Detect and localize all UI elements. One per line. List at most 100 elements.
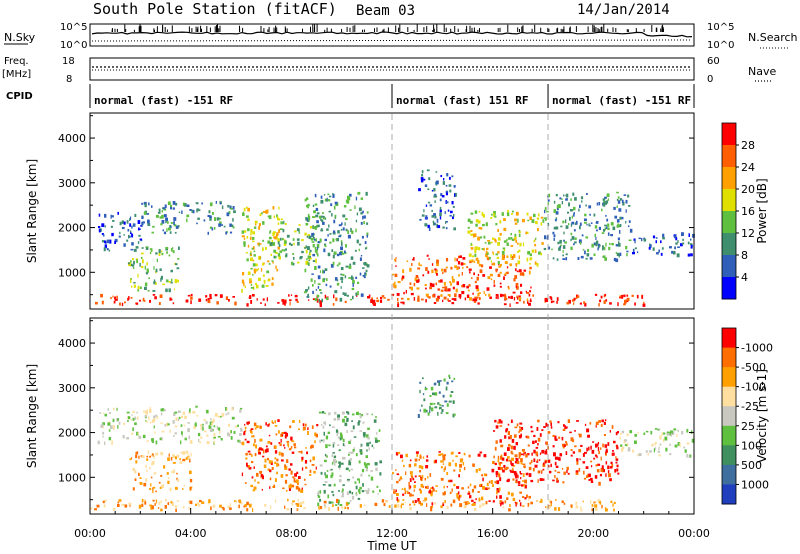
echo-cell (160, 451, 164, 456)
echo-cell (324, 294, 327, 299)
echo-cell (442, 463, 445, 465)
echo-cell (247, 465, 249, 468)
echo-cell (654, 442, 656, 446)
echo-cell (241, 279, 245, 284)
echo-cell (510, 295, 513, 299)
echo-cell (262, 221, 265, 225)
echo-cell (434, 502, 437, 505)
echo-cell (267, 279, 270, 282)
echo-cell (178, 410, 181, 413)
echo-cell (576, 461, 579, 465)
echo-cell (429, 473, 432, 477)
echo-cell (387, 298, 390, 301)
echo-cell (164, 505, 167, 509)
echo-cell (326, 435, 328, 438)
echo-cell (565, 257, 568, 261)
echo-cell (655, 240, 657, 244)
echo-cell (278, 430, 280, 434)
echo-cell (448, 184, 452, 187)
echo-cell (550, 500, 553, 504)
echo-cell (519, 499, 521, 502)
echo-cell (568, 202, 570, 207)
echo-cell (676, 253, 680, 258)
echo-cell (436, 180, 439, 185)
echo-cell (324, 459, 327, 463)
echo-cell (335, 429, 338, 433)
echo-cell (452, 216, 454, 220)
echo-cell (332, 443, 335, 448)
echo-cell (346, 411, 349, 414)
echo-cell (346, 417, 349, 422)
echo-cell (372, 490, 375, 493)
echo-cell (573, 229, 576, 232)
echo-cell (365, 455, 368, 458)
echo-cell (167, 457, 170, 461)
echo-cell (332, 442, 336, 445)
echo-cell (575, 505, 579, 509)
echo-cell (245, 457, 248, 460)
echo-cell (427, 412, 430, 416)
echo-cell (516, 295, 518, 299)
echo-cell (477, 260, 480, 263)
echo-cell (247, 244, 250, 248)
echo-cell (613, 440, 616, 444)
echo-cell (620, 432, 622, 435)
echo-cell (440, 453, 444, 456)
echo-cell (394, 284, 397, 289)
echo-cell (518, 454, 521, 459)
echo-cell (584, 451, 587, 454)
echo-cell (505, 428, 509, 431)
echo-cell (362, 267, 365, 269)
echo-cell (467, 289, 470, 292)
echo-cell (513, 238, 516, 241)
echo-cell (273, 215, 276, 219)
echo-cell (482, 213, 485, 218)
echo-cell (512, 467, 514, 471)
echo-cell (161, 484, 165, 489)
echo-cell (519, 491, 522, 494)
echo-cell (605, 214, 607, 217)
echo-cell (312, 284, 314, 287)
echo-cell (133, 282, 136, 284)
echo-cell (246, 236, 249, 239)
echo-cell (152, 499, 155, 502)
echo-cell (286, 459, 289, 463)
echo-cell (397, 499, 400, 503)
echo-cell (358, 243, 362, 246)
echo-cell (556, 479, 559, 483)
echo-cell (522, 505, 525, 507)
echo-cell (210, 506, 212, 511)
echo-cell (222, 507, 225, 511)
echo-cell (347, 230, 350, 234)
echo-cell (662, 438, 665, 443)
echo-cell (504, 435, 507, 439)
echo-cell (161, 220, 165, 224)
echo-cell (433, 302, 437, 304)
echo-cell (187, 428, 190, 433)
echo-cell (247, 207, 250, 212)
echo-cell (397, 451, 401, 454)
echo-cell (327, 193, 330, 196)
echo-cell (373, 302, 376, 306)
echo-cell (463, 504, 467, 509)
echo-cell (467, 226, 470, 229)
echo-cell (610, 500, 613, 503)
echo-cell (351, 420, 353, 422)
echo-cell (520, 477, 522, 480)
echo-cell (505, 458, 509, 462)
echo-cell (598, 202, 601, 206)
echo-cell (174, 425, 178, 428)
echo-cell (413, 257, 415, 261)
echo-cell (230, 436, 233, 440)
echo-cell (365, 269, 368, 273)
echo-cell (401, 503, 405, 506)
echo-cell (228, 423, 230, 427)
echo-cell (445, 184, 448, 187)
echo-cell (127, 297, 129, 301)
echo-cell (456, 258, 458, 262)
echo-cell (526, 257, 529, 262)
echo-cell (414, 499, 417, 503)
echo-cell (466, 285, 469, 289)
echo-cell (108, 412, 112, 414)
echo-cell (345, 244, 347, 248)
